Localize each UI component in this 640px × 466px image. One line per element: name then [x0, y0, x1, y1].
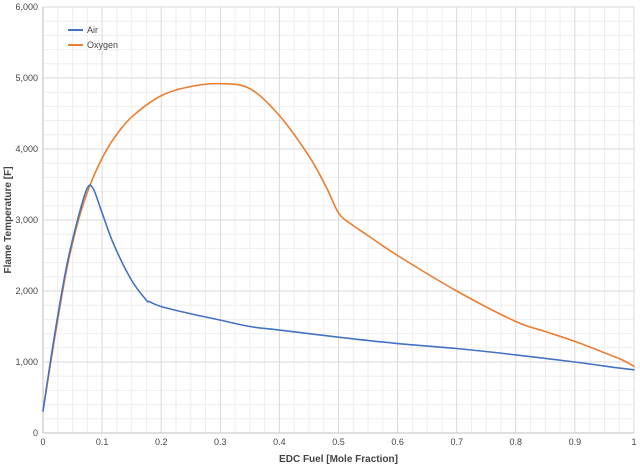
x-tick-label: 0.6 [391, 437, 404, 447]
y-tick-label: 4,000 [15, 144, 38, 154]
x-tick-label: 0.5 [332, 437, 345, 447]
y-tick-label: 3,000 [15, 215, 38, 225]
x-tick-label: 0.1 [96, 437, 109, 447]
legend: Air Oxygen [68, 25, 118, 50]
legend-label-oxygen: Oxygen [87, 40, 118, 50]
x-tick-label: 0.8 [510, 437, 523, 447]
axes: 0 0.1 0.2 0.3 0.4 0.5 0.6 0.7 0.8 0.9 1 0 1,000 2,000… [15, 2, 636, 447]
grid [42, 6, 635, 434]
x-tick-label: 0.2 [155, 437, 168, 447]
legend-label-air: Air [87, 25, 98, 35]
series-lines [42, 82, 635, 412]
x-axis-title: EDC Fuel [Mole Fraction] [279, 454, 398, 465]
y-tick-label: 0 [33, 428, 38, 438]
y-tick-label: 1,000 [15, 357, 38, 367]
x-tick-label: 0.7 [450, 437, 463, 447]
x-tick-label: 1 [631, 437, 636, 447]
x-tick-label: 0.9 [569, 437, 582, 447]
y-tick-label: 5,000 [15, 73, 38, 83]
x-tick-label: 0.3 [214, 437, 227, 447]
x-tick-label: 0.4 [273, 437, 286, 447]
y-axis-title: Flame Temperature [F] [3, 166, 14, 273]
series-line-air [42, 184, 635, 412]
x-tick-label: 0 [40, 437, 45, 447]
y-tick-label: 2,000 [15, 286, 38, 296]
y-tick-label: 6,000 [15, 2, 38, 12]
